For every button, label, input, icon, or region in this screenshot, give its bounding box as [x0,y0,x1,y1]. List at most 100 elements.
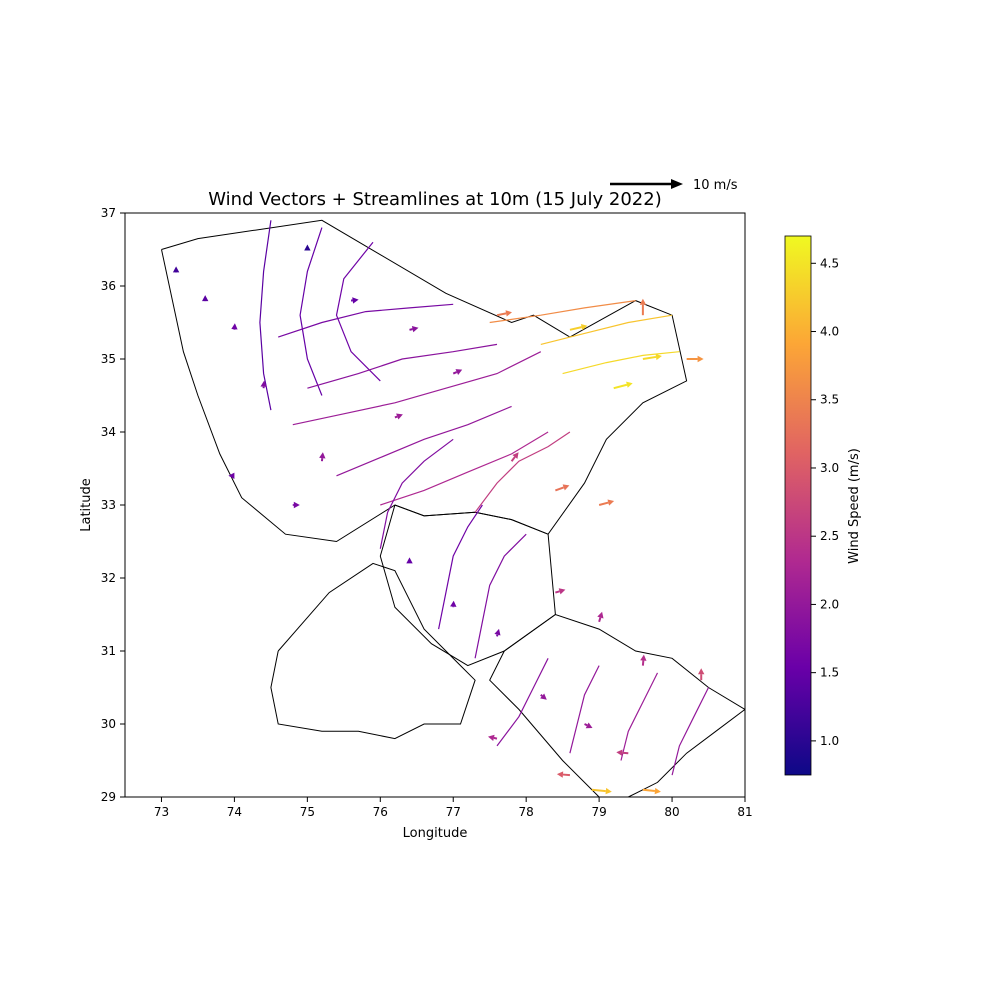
wind-vector [228,472,235,479]
streamline [380,431,549,506]
y-tick-label: 36 [101,279,116,293]
region-boundaries [161,219,745,797]
y-tick-label: 35 [101,352,116,366]
streamline [671,687,710,776]
wind-vector [452,369,463,375]
wind-vector [488,734,498,741]
wind-vector [496,310,512,317]
streamline [335,241,381,382]
y-tick-label: 29 [101,790,116,804]
colorbar-ticks: 1.0 1.5 2.0 2.5 3.0 3.5 4.0 4.5 [811,256,839,748]
colorbar-tick-label: 3.0 [820,461,839,475]
wind-vector [394,413,403,420]
x-tick-label: 76 [373,805,388,819]
wind-vector [598,499,615,506]
streamline [292,351,542,426]
x-axis: 73 74 75 76 77 78 79 80 81 [154,797,753,819]
wind-vector [555,588,566,595]
colorbar: 1.0 1.5 2.0 2.5 3.0 3.5 4.0 4.5 Wind Speed (m/s… [784,235,862,776]
wind-vector [494,628,501,637]
quiver-key-arrowhead [671,179,683,189]
streamline [438,504,483,630]
region-boundary [379,504,556,667]
wind-vector [591,787,612,795]
chart-title: Wind Vectors + Streamlines at 10m (15 Ju… [208,189,661,210]
y-axis: 29 30 31 32 33 34 35 36 37 [101,206,125,804]
wind-vector [613,381,633,390]
x-tick-label: 78 [519,805,534,819]
colorbar-tick-label: 1.5 [820,666,839,680]
wind-vector [698,668,705,681]
wind-vector [260,380,267,389]
x-axis-label: Longitude [403,826,468,841]
streamline [540,314,673,345]
wind-vector [202,295,209,302]
x-tick-label: 77 [446,805,461,819]
y-tick-label: 34 [101,425,116,439]
streamline [569,665,600,754]
streamline [336,405,512,477]
wind-vector [409,326,419,333]
wind-vector [172,266,180,273]
plot-area [161,219,745,797]
y-tick-label: 37 [101,206,116,220]
wind-vector [450,600,457,608]
axes-frame [124,212,746,798]
streamline [379,438,454,549]
streamline [474,533,527,659]
wind-vector [642,353,662,361]
colorbar-tick-label: 3.5 [820,393,839,407]
colorbar-label: Wind Speed (m/s) [847,448,862,564]
streamline [496,658,549,747]
wind-vector [292,501,300,509]
wind-vector [304,244,311,251]
x-tick-label: 74 [227,805,242,819]
wind-vector [319,452,326,462]
wind-vector [540,693,547,700]
streamline [299,227,323,396]
wind-vector [584,722,593,729]
wind-vector [640,654,647,666]
y-tick-label: 33 [101,498,116,512]
y-axis-label: Latitude [79,478,94,532]
colorbar-tick-label: 4.5 [820,256,839,270]
streamline [620,672,659,761]
streamline [562,351,680,375]
wind-vector [642,787,661,795]
wind-vector [639,298,647,316]
quiver-key-label: 10 m/s [693,178,738,193]
colorbar-tick-label: 1.0 [820,734,839,748]
region-boundary [489,613,745,797]
colorbar-gradient [784,235,812,776]
wind-vector [350,297,359,304]
region-boundary [270,562,476,740]
x-tick-label: 75 [300,805,315,819]
wind-vector [616,749,629,756]
wind-vectors [172,244,705,795]
x-tick-label: 79 [591,805,606,819]
streamline [259,220,272,411]
y-tick-label: 31 [101,644,116,658]
wind-vector [569,324,588,331]
wind-vector [686,355,704,363]
x-tick-label: 80 [664,805,679,819]
streamline [307,343,498,389]
y-tick-label: 30 [101,717,116,731]
colorbar-tick-label: 4.0 [820,325,839,339]
x-tick-label: 73 [154,805,169,819]
streamline [474,431,571,513]
wind-vector [231,323,238,330]
y-tick-label: 32 [101,571,116,585]
wind-vector [406,557,413,564]
wind-vector [556,771,571,778]
wind-vector [597,611,604,623]
x-tick-label: 81 [737,805,752,819]
wind-vector [510,452,519,462]
streamlines [259,220,710,776]
streamline [489,300,636,324]
streamline [278,303,454,338]
colorbar-tick-label: 2.0 [820,597,839,611]
wind-vector [555,484,570,492]
colorbar-tick-label: 2.5 [820,529,839,543]
